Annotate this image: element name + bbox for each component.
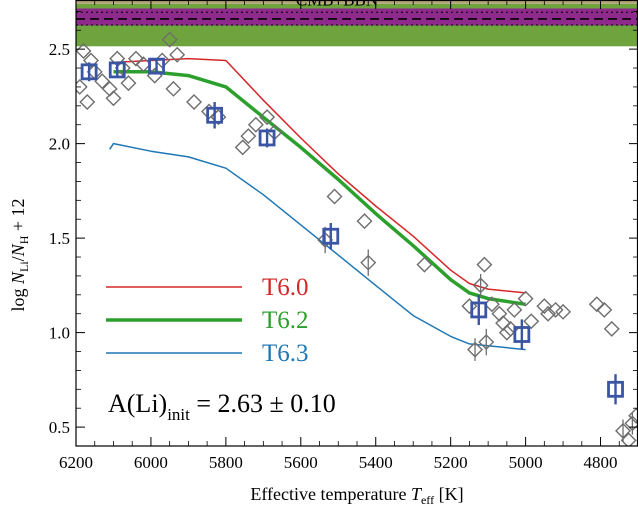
star-marker: [247, 116, 264, 133]
star-marker: [161, 31, 178, 48]
model-curves: [109, 57, 526, 351]
star-marker: [467, 341, 484, 358]
x-axis-label: Effective temperature Teff [K]: [250, 484, 463, 507]
legend: T6.0 T6.2 T6.3: [106, 274, 309, 367]
star-marker: [483, 296, 500, 313]
plot-frame: [75, 0, 638, 447]
binned-marker: [322, 227, 340, 245]
star-marker: [259, 109, 276, 126]
x-axis-label-symbol: T: [411, 484, 423, 504]
legend-label-t6-2: T6.2: [262, 307, 309, 334]
x-tick-label: 5600: [284, 453, 318, 472]
x-tick-label: 5400: [359, 453, 393, 472]
y-tick-label: 1.0: [49, 324, 70, 343]
binned-marker: [513, 326, 531, 343]
star-marker: [615, 422, 632, 439]
star-marker: [101, 80, 118, 97]
star-marker: [234, 139, 251, 156]
binned-marker: [108, 61, 126, 79]
curve-t6-2: [113, 70, 526, 307]
binned-marker: [148, 57, 165, 75]
star-marker: [603, 320, 620, 337]
x-axis-label-subscript: eff: [421, 493, 434, 507]
y-tick-label: 2.0: [49, 135, 70, 154]
y-axis-label-slash: /: [8, 256, 28, 261]
star-marker: [79, 94, 96, 111]
band-1: [76, 8, 638, 26]
star-marker: [540, 305, 557, 322]
star-marker: [495, 315, 512, 332]
plot-border: [75, 0, 638, 447]
star-marker: [461, 298, 478, 315]
curve-t6-0: [113, 57, 526, 294]
star-marker: [628, 407, 638, 424]
star-marker: [620, 432, 637, 446]
x-tick-label: 5000: [509, 453, 543, 472]
star-marker: [588, 296, 605, 313]
star-marker: [82, 52, 99, 69]
annotation-subscript: init: [167, 405, 190, 424]
star-marker: [416, 256, 433, 273]
star-marker: [506, 301, 523, 318]
star-marker: [169, 46, 186, 63]
cmb-bbn-band-label: CMB+BBN: [296, 0, 378, 10]
x-tick-label: 4800: [584, 453, 618, 472]
y-axis-label-log: log: [8, 284, 28, 312]
binned-marker: [258, 129, 276, 147]
binned-marker: [206, 106, 224, 124]
star-marker: [360, 254, 377, 271]
star-marker: [536, 298, 553, 315]
curve-t6-3: [109, 142, 526, 351]
x-tick-label: 6000: [134, 453, 168, 472]
star-marker: [326, 188, 343, 205]
legend-label-t6-3: T6.3: [262, 340, 309, 367]
annotation-prefix: A(Li): [108, 389, 167, 418]
x-axis-label-main: Effective temperature: [250, 484, 411, 504]
star-marker: [472, 277, 489, 294]
x-axis-label-unit: [K]: [434, 484, 464, 504]
x-tick-label: 5800: [209, 453, 243, 472]
star-marker: [120, 75, 137, 92]
star-marker: [94, 73, 111, 90]
y-tick-label: 1.5: [49, 229, 70, 248]
binned-markers: [80, 57, 624, 405]
star-marker: [555, 303, 572, 320]
x-tick-label: 5200: [434, 453, 468, 472]
initial-abundance-annotation: A(Li)init = 2.63 ± 0.10: [108, 389, 336, 424]
binned-marker: [470, 301, 488, 319]
cmb-bbn-band-group: [76, 0, 638, 47]
star-marker: [478, 334, 495, 351]
star-marker: [127, 50, 144, 67]
star-marker: [356, 213, 373, 230]
binned-marker: [607, 380, 624, 398]
y-axis-label-sub2: H: [17, 235, 31, 244]
y-axis-label-tail: + 12: [8, 198, 28, 235]
star-marker: [76, 78, 88, 95]
y-axis-label: log NLi/NH + 12: [8, 198, 31, 311]
y-axis-label-n2: N: [8, 243, 28, 257]
y-axis-label-n1: N: [8, 271, 28, 285]
y-axis-label-sub1: Li: [17, 261, 31, 272]
star-marker: [498, 324, 515, 341]
star-marker: [476, 256, 493, 273]
binned-marker: [80, 63, 98, 81]
y-tick-label: 0.5: [49, 418, 70, 437]
star-marker: [135, 56, 152, 73]
legend-label-t6-0: T6.0: [262, 274, 309, 301]
x-tick-label: 6200: [59, 453, 93, 472]
star-marker: [596, 301, 613, 318]
star-marker: [240, 128, 257, 145]
star-markers: [76, 31, 638, 446]
annotation-value: = 2.63 ± 0.10: [190, 389, 336, 418]
star-marker: [165, 80, 182, 97]
axis-ticks: 6200 6000 5800 5600 5400 5200 5000 4800 0.5 1.0 1.…: [49, 0, 638, 472]
star-marker: [105, 90, 122, 107]
y-tick-label: 2.5: [49, 40, 70, 59]
star-marker: [517, 290, 534, 307]
star-marker: [186, 94, 203, 111]
star-marker: [523, 313, 540, 330]
